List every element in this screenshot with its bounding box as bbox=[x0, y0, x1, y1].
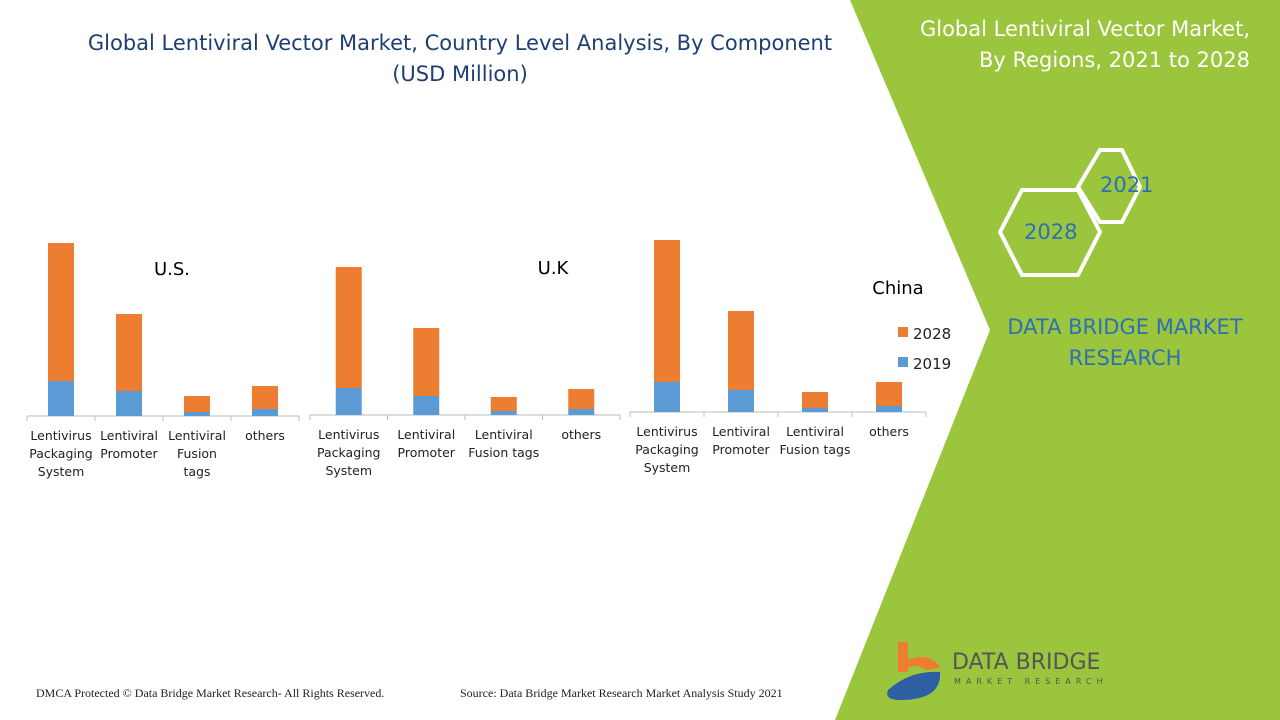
bar-2019 bbox=[116, 391, 142, 416]
bar-2019 bbox=[728, 390, 754, 412]
bar-2019 bbox=[335, 388, 362, 415]
x-tick-label: Fusion tags bbox=[780, 442, 851, 457]
footer-copyright: DMCA Protected © Data Bridge Market Rese… bbox=[36, 686, 385, 700]
bar-2028 bbox=[728, 311, 754, 390]
chart-title: Global Lentiviral Vector Market, Country… bbox=[87, 31, 833, 86]
x-tick-label: others bbox=[561, 427, 601, 442]
logo-subtext: MARKET RESEARCH bbox=[954, 677, 1108, 686]
x-tick-label: Lentiviral bbox=[168, 428, 226, 443]
legend-label: 2019 bbox=[913, 355, 951, 373]
bar-2028 bbox=[490, 397, 517, 411]
x-tick-label: Promoter bbox=[398, 445, 456, 460]
x-tick-label: Promoter bbox=[100, 446, 158, 461]
x-tick-label: Lentivirus bbox=[318, 427, 379, 442]
legend-label: 2028 bbox=[913, 325, 951, 343]
bar-2028 bbox=[184, 396, 210, 412]
x-tick-label: Fusion tags bbox=[468, 445, 539, 460]
bar-2019 bbox=[802, 408, 828, 412]
x-tick-label: Lentivirus bbox=[30, 428, 91, 443]
bar-2028 bbox=[413, 328, 440, 396]
bar-2019 bbox=[48, 381, 74, 416]
bar-2019 bbox=[876, 406, 902, 412]
hex-label-2021: 2021 bbox=[1100, 173, 1154, 197]
x-tick-label: Lentiviral bbox=[475, 427, 533, 442]
panel-title: U.K bbox=[538, 258, 570, 279]
bar-2019 bbox=[252, 409, 278, 416]
right-panel-title: Global Lentiviral Vector Market, By Regio… bbox=[919, 17, 1250, 72]
bar-2019 bbox=[490, 411, 517, 415]
x-tick-label: Lentiviral bbox=[712, 424, 770, 439]
x-tick-label: Packaging bbox=[635, 442, 698, 457]
hex-label-2028: 2028 bbox=[1024, 220, 1078, 244]
bar-2019 bbox=[413, 396, 440, 415]
bar-2028 bbox=[116, 314, 142, 391]
bar-2028 bbox=[252, 386, 278, 409]
legend-swatch bbox=[898, 327, 908, 337]
panel-title: U.S. bbox=[154, 259, 190, 280]
x-tick-label: others bbox=[245, 428, 285, 443]
x-tick-label: Lentiviral bbox=[100, 428, 158, 443]
bar-2028 bbox=[876, 382, 902, 406]
bar-2028 bbox=[568, 389, 595, 409]
bar-2028 bbox=[335, 267, 362, 388]
panel-title: China bbox=[872, 278, 923, 299]
bar-2028 bbox=[654, 240, 680, 382]
x-tick-label: Lentivirus bbox=[636, 424, 697, 439]
bar-2019 bbox=[184, 412, 210, 416]
logo-text: DATA BRIDGE bbox=[952, 650, 1101, 675]
x-tick-label: Lentiviral bbox=[786, 424, 844, 439]
x-tick-label: tags bbox=[183, 464, 210, 479]
logo-icon bbox=[887, 642, 941, 700]
x-tick-label: Packaging bbox=[29, 446, 92, 461]
x-tick-label: System bbox=[38, 464, 85, 479]
x-tick-label: Packaging bbox=[317, 445, 380, 460]
x-tick-label: Promoter bbox=[712, 442, 770, 457]
x-tick-label: System bbox=[644, 460, 691, 475]
x-tick-label: others bbox=[869, 424, 909, 439]
legend-swatch bbox=[898, 357, 908, 367]
x-tick-label: System bbox=[325, 463, 372, 478]
x-tick-label: Lentiviral bbox=[397, 427, 455, 442]
bar-2028 bbox=[802, 392, 828, 408]
bar-2019 bbox=[654, 382, 680, 412]
brand-text: DATA BRIDGE MARKET RESEARCH bbox=[1007, 315, 1243, 370]
bar-2028 bbox=[48, 243, 74, 381]
bar-2019 bbox=[568, 409, 595, 415]
x-tick-label: Fusion bbox=[177, 446, 217, 461]
footer-source: Source: Data Bridge Market Research Mark… bbox=[460, 686, 783, 700]
